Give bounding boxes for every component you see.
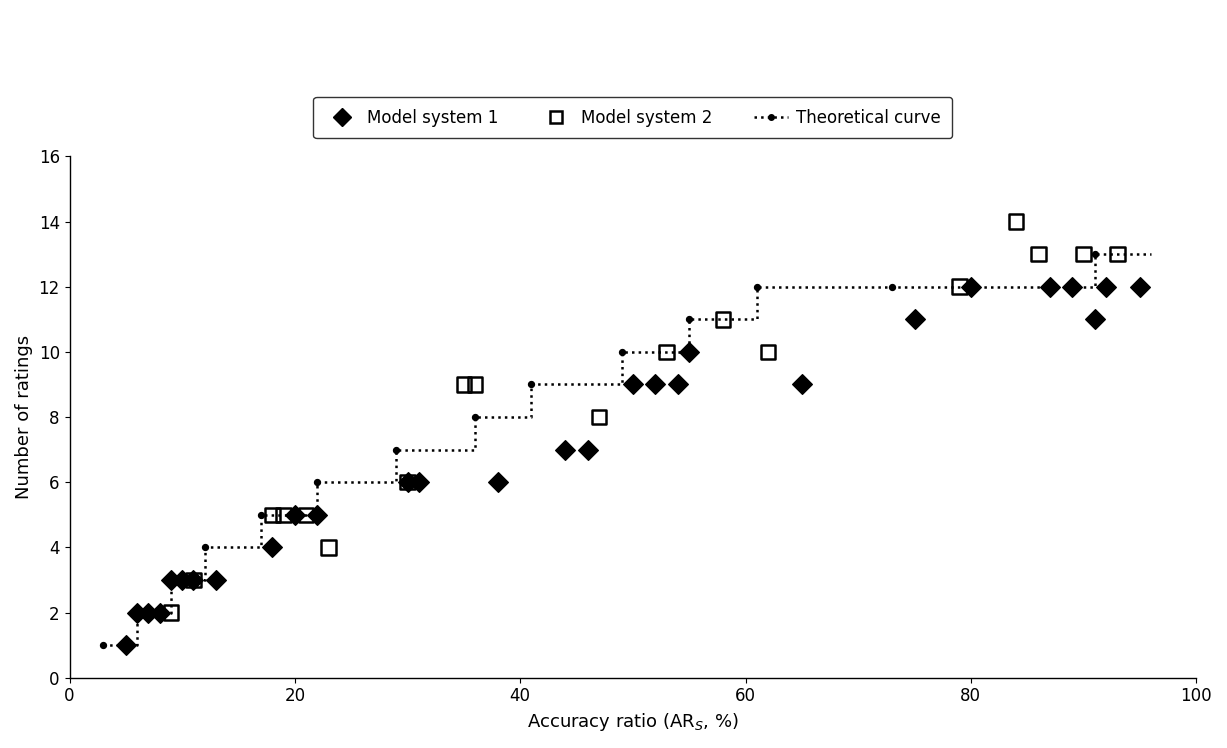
- Model system 1: [578, 444, 598, 456]
- Model system 1: [1096, 280, 1115, 292]
- Model system 1: [645, 378, 665, 390]
- Point: [252, 509, 271, 521]
- Model system 2: [296, 509, 315, 521]
- Model system 1: [285, 509, 304, 521]
- Point: [961, 280, 980, 292]
- Model system 2: [1074, 248, 1093, 260]
- Model system 1: [139, 607, 158, 619]
- Model system 1: [128, 607, 147, 619]
- Model system 1: [308, 509, 328, 521]
- X-axis label: Accuracy ratio (AR$_S$, %): Accuracy ratio (AR$_S$, %): [526, 711, 739, 733]
- Model system 2: [319, 542, 339, 554]
- Model system 1: [150, 607, 169, 619]
- Model system 2: [1006, 215, 1026, 227]
- Y-axis label: Number of ratings: Number of ratings: [15, 335, 33, 499]
- Legend: Model system 1, Model system 2, Theoretical curve: Model system 1, Model system 2, Theoreti…: [313, 97, 952, 138]
- Model system 2: [1028, 248, 1048, 260]
- Model system 1: [1040, 280, 1060, 292]
- Model system 1: [680, 346, 699, 358]
- Model system 1: [1130, 280, 1150, 292]
- Point: [882, 280, 902, 292]
- Point: [612, 346, 632, 358]
- Model system 1: [409, 476, 428, 488]
- Point: [161, 574, 180, 586]
- Point: [1085, 248, 1104, 260]
- Model system 1: [623, 378, 643, 390]
- Point: [465, 411, 485, 423]
- Point: [308, 476, 328, 488]
- Model system 1: [669, 378, 688, 390]
- Model system 2: [398, 476, 417, 488]
- Model system 2: [274, 509, 293, 521]
- Model system 2: [950, 280, 969, 292]
- Model system 2: [1108, 248, 1128, 260]
- Model system 2: [713, 313, 733, 325]
- Model system 1: [1085, 313, 1104, 325]
- Point: [387, 444, 406, 456]
- Model system 1: [117, 639, 136, 651]
- Model system 1: [398, 476, 417, 488]
- Point: [195, 542, 215, 554]
- Model system 1: [172, 574, 191, 586]
- Model system 1: [184, 574, 204, 586]
- Model system 2: [161, 607, 180, 619]
- Model system 2: [184, 574, 204, 586]
- Model system 2: [454, 378, 474, 390]
- Model system 2: [656, 346, 676, 358]
- Model system 1: [1063, 280, 1082, 292]
- Model system 1: [904, 313, 924, 325]
- Model system 1: [488, 476, 508, 488]
- Model system 1: [961, 280, 980, 292]
- Model system 1: [556, 444, 575, 456]
- Model system 1: [263, 542, 282, 554]
- Point: [93, 639, 113, 651]
- Model system 2: [263, 509, 282, 521]
- Model system 2: [758, 346, 778, 358]
- Model system 2: [589, 411, 609, 423]
- Point: [128, 607, 147, 619]
- Point: [521, 378, 541, 390]
- Model system 2: [465, 378, 485, 390]
- Point: [747, 280, 767, 292]
- Model system 1: [206, 574, 226, 586]
- Model system 1: [793, 378, 812, 390]
- Model system 1: [161, 574, 180, 586]
- Point: [680, 313, 699, 325]
